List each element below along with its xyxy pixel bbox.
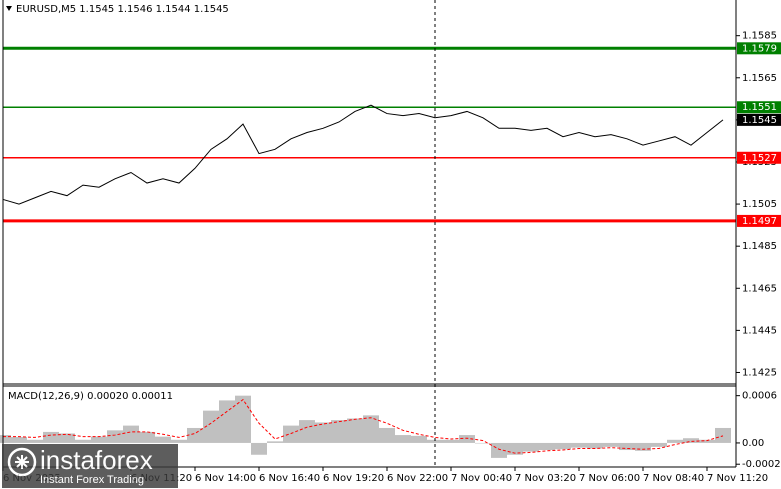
watermark-logo xyxy=(15,455,29,469)
y-tick-label: 1.1425 xyxy=(742,367,777,378)
macd-bar xyxy=(443,439,459,443)
level-label-box xyxy=(737,42,781,55)
macd-bar xyxy=(43,431,59,443)
macd-bar xyxy=(699,439,715,443)
macd-bar xyxy=(155,436,171,443)
macd-bar xyxy=(507,442,523,455)
macd-bar xyxy=(427,439,443,443)
x-tick-label: 7 Nov 08:40 xyxy=(643,473,704,484)
macd-bar xyxy=(331,420,347,443)
macd-bar xyxy=(635,442,651,451)
macd-bar xyxy=(299,420,315,443)
last-price-box xyxy=(737,113,781,126)
macd-bar xyxy=(715,427,731,443)
y-tick-label: 1.1465 xyxy=(742,283,777,294)
level-label: 1.1527 xyxy=(742,153,777,164)
macd-bar xyxy=(539,442,555,451)
macd-bar xyxy=(219,400,235,443)
y-tick-label: -0.00027 xyxy=(742,459,781,470)
menu-arrow xyxy=(6,6,12,11)
macd-bar xyxy=(171,439,187,443)
macd-bar xyxy=(123,425,139,443)
macd-bar xyxy=(667,439,683,443)
level-label-box xyxy=(737,101,781,114)
level-label-box xyxy=(737,214,781,227)
macd-bar xyxy=(555,442,571,450)
x-tick-label: 7 Nov 11:20 xyxy=(707,473,768,484)
y-tick-label: 0.00 xyxy=(742,438,764,449)
x-tick-label: 6 Nov 22:00 xyxy=(387,473,448,484)
macd-bar xyxy=(203,410,219,443)
macd-bar xyxy=(619,442,635,451)
watermark-tagline: Instant Forex Trading xyxy=(40,474,144,486)
y-tick-label: 1.1585 xyxy=(742,31,777,42)
macd-bar xyxy=(139,431,155,443)
macd-bar xyxy=(187,427,203,443)
macd-bar xyxy=(107,430,123,443)
x-tick-label: 6 Nov 19:20 xyxy=(323,473,384,484)
macd-bar xyxy=(75,439,91,443)
macd-bar xyxy=(683,438,699,443)
x-tick-label: 7 Nov 00:40 xyxy=(451,473,512,484)
macd-bar xyxy=(459,435,475,443)
macd-bar xyxy=(523,442,539,452)
plot-area xyxy=(0,46,736,458)
x-tick-label: 6 Nov 14:00 xyxy=(195,473,256,484)
y-tick-label: 1.1505 xyxy=(742,199,777,210)
chart-title: EURUSD,M5 1.1545 1.1546 1.1544 1.1545 xyxy=(16,4,229,15)
y-tick-label: 1.1565 xyxy=(742,73,777,84)
macd-bar xyxy=(27,439,43,443)
macd-bar xyxy=(651,442,667,447)
y-tick-label: 0.0006 xyxy=(742,391,777,402)
macd-bar xyxy=(475,442,491,444)
macd-bar xyxy=(235,395,251,443)
level-label: 1.1579 xyxy=(742,43,777,54)
macd-bar xyxy=(91,436,107,443)
macd-bar xyxy=(251,442,267,455)
x-tick-label: 7 Nov 06:00 xyxy=(579,473,640,484)
macd-bar xyxy=(603,442,619,447)
macd-title: MACD(12,26,9) 0.00020 0.00011 xyxy=(8,391,173,402)
macd-bar xyxy=(347,418,363,443)
macd-bar xyxy=(11,437,27,443)
macd-bar xyxy=(59,433,75,443)
macd-bar xyxy=(379,427,395,443)
x-tick-label: 6 Nov 16:40 xyxy=(259,473,320,484)
watermark-name: instaforex xyxy=(40,445,153,475)
watermark: instaforex Instant Forex Trading xyxy=(2,444,178,488)
macd-bar xyxy=(571,442,587,448)
macd-bar xyxy=(0,435,11,443)
macd-bar xyxy=(363,415,379,443)
y-tick-label: 1.1485 xyxy=(742,241,777,252)
macd-bar xyxy=(267,441,283,443)
watermark-logo xyxy=(7,447,37,477)
macd-bar xyxy=(395,435,411,443)
signal-line xyxy=(3,398,724,454)
macd-bar xyxy=(411,435,427,443)
level-label-box xyxy=(737,151,781,164)
macd-bar xyxy=(587,442,603,449)
x-tick-label: 7 Nov 03:20 xyxy=(515,473,576,484)
level-label: 1.1497 xyxy=(742,216,777,227)
y-tick-label: 1.1445 xyxy=(742,325,777,336)
last-price-label: 1.1545 xyxy=(742,115,777,126)
level-label: 1.1551 xyxy=(742,102,777,113)
macd-bar xyxy=(283,425,299,443)
price-line xyxy=(2,104,724,205)
macd-bar xyxy=(315,422,331,443)
